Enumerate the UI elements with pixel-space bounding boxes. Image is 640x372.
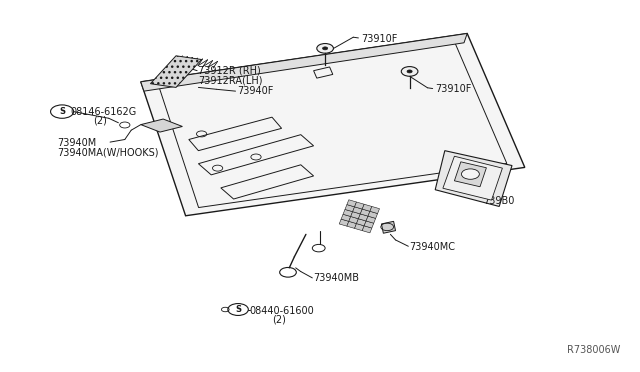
Polygon shape bbox=[345, 205, 355, 212]
Text: 08440-61600: 08440-61600 bbox=[250, 307, 314, 316]
Polygon shape bbox=[355, 224, 364, 231]
Polygon shape bbox=[381, 221, 396, 233]
Circle shape bbox=[407, 70, 412, 73]
Text: 73912RA(LH): 73912RA(LH) bbox=[198, 76, 263, 86]
Text: 73940F: 73940F bbox=[237, 86, 273, 96]
Polygon shape bbox=[366, 216, 376, 223]
Polygon shape bbox=[435, 151, 512, 206]
Polygon shape bbox=[141, 33, 467, 91]
Polygon shape bbox=[358, 214, 368, 221]
Circle shape bbox=[317, 44, 333, 53]
Text: R738006W: R738006W bbox=[568, 345, 621, 355]
Text: 08146-6162G: 08146-6162G bbox=[70, 107, 137, 116]
Text: 73910F: 73910F bbox=[435, 84, 472, 94]
Polygon shape bbox=[356, 219, 366, 226]
Polygon shape bbox=[364, 221, 374, 228]
Text: 739B0: 739B0 bbox=[483, 196, 515, 206]
Text: 73940MA(W/HOOKS): 73940MA(W/HOOKS) bbox=[58, 148, 159, 157]
Polygon shape bbox=[353, 207, 362, 214]
Text: (2): (2) bbox=[93, 115, 107, 125]
Text: (2): (2) bbox=[272, 315, 286, 325]
Polygon shape bbox=[141, 119, 182, 132]
Text: 73940M: 73940M bbox=[58, 138, 97, 148]
Polygon shape bbox=[141, 33, 525, 216]
Polygon shape bbox=[347, 221, 356, 228]
Polygon shape bbox=[150, 56, 202, 87]
Text: 73940MB: 73940MB bbox=[314, 273, 360, 283]
Polygon shape bbox=[362, 226, 372, 233]
Text: 73912R (RH): 73912R (RH) bbox=[198, 66, 261, 76]
Circle shape bbox=[461, 169, 479, 179]
Polygon shape bbox=[368, 211, 378, 218]
Polygon shape bbox=[351, 212, 360, 219]
Polygon shape bbox=[349, 217, 358, 224]
Circle shape bbox=[401, 67, 418, 76]
Polygon shape bbox=[362, 204, 372, 211]
Polygon shape bbox=[341, 214, 351, 221]
Polygon shape bbox=[343, 209, 353, 217]
Polygon shape bbox=[370, 206, 380, 214]
Text: S: S bbox=[235, 305, 241, 314]
Text: S: S bbox=[59, 107, 65, 116]
Polygon shape bbox=[443, 156, 502, 200]
Polygon shape bbox=[355, 202, 364, 209]
Text: 73910F: 73910F bbox=[362, 34, 398, 44]
Polygon shape bbox=[347, 200, 356, 207]
Polygon shape bbox=[339, 219, 349, 226]
Text: 73940MC: 73940MC bbox=[410, 242, 456, 251]
Polygon shape bbox=[360, 209, 370, 216]
Circle shape bbox=[323, 47, 328, 50]
Polygon shape bbox=[454, 162, 486, 187]
